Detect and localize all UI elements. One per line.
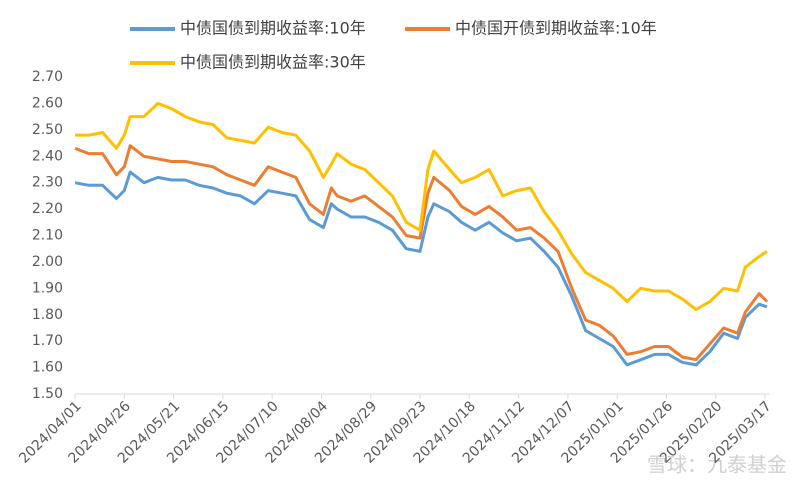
y-tick-label: 2.10 — [32, 228, 63, 244]
watermark: 雪球：九泰基金 — [647, 453, 787, 477]
line-series — [74, 170, 768, 367]
y-tick-label: 2.70 — [32, 69, 63, 85]
y-tick-label: 1.70 — [32, 333, 63, 349]
y-tick-label: 2.00 — [32, 254, 63, 270]
y-tick-label: 2.40 — [32, 148, 63, 164]
y-tick-label: 2.30 — [32, 175, 63, 191]
line-series — [74, 144, 769, 362]
y-tick-label: 2.60 — [32, 95, 63, 111]
line-series — [75, 101, 768, 311]
y-tick-label: 2.20 — [32, 201, 63, 217]
y-tick-label: 1.80 — [32, 307, 63, 323]
legend-label: 中债国债到期收益率:30年 — [180, 53, 366, 72]
y-tick-label: 2.50 — [32, 122, 63, 138]
y-tick-label: 1.60 — [32, 360, 63, 376]
y-tick-label: 1.50 — [32, 386, 63, 402]
y-tick-label: 1.90 — [32, 280, 63, 296]
legend-label: 中债国债到期收益率:10年 — [180, 19, 366, 38]
legend-label: 中债国开债到期收益率:10年 — [455, 19, 657, 38]
